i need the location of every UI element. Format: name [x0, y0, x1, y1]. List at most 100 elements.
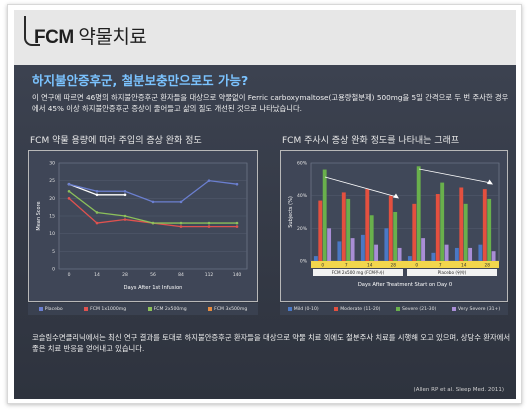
line-legend-item: FCM 2x500mg — [147, 307, 187, 312]
bar — [421, 238, 426, 261]
bar-x-tick-label: 0 — [321, 262, 324, 268]
line-point — [179, 221, 183, 225]
bar-chart-panel: 0% 20% 40% 60% 0 7 14 28 0 7 14 28 FCM 2x500 mg (FCM… — [280, 150, 508, 302]
bar — [478, 244, 483, 261]
citation: (Allen RP et al. Sleep Med. 2011) — [413, 387, 504, 393]
bar-y-tick-label: 40% — [297, 193, 308, 199]
line-x-tick-label: 14 — [94, 272, 100, 278]
bar-x-tick-label: 7 — [439, 262, 442, 268]
bar — [412, 203, 417, 261]
line-y-axis-label: Mean Score — [36, 201, 42, 230]
slide: FCM 약물치료 하지불안증후군, 철분보충만으로도 가능? 이 연구에 따르면… — [14, 10, 516, 399]
bar — [463, 203, 468, 261]
bar — [313, 256, 318, 261]
line-y-tick-label: 10 — [49, 231, 55, 237]
bar — [491, 251, 496, 261]
line-point — [207, 179, 211, 182]
line-point — [67, 182, 71, 186]
intro-paragraph: 이 연구에 따르면 46명의 하지불안증후군 환자들을 대상으로 약물없이 Fe… — [32, 93, 509, 113]
bar-group-strip — [407, 269, 497, 276]
bar-legend-label: Severe (21-30) — [402, 306, 437, 312]
line-legend-label: FCM 3x500mg — [214, 306, 248, 312]
line-chart-title: FCM 약물 용량에 따라 주입의 증상 완화 정도 — [30, 136, 202, 146]
line-y-tick-label: 25 — [49, 178, 55, 184]
title-rest: 약물치료 — [73, 27, 147, 48]
bar — [365, 189, 370, 261]
bar-x-tick-label: 28 — [391, 262, 397, 268]
headline: 하지불안증후군, 철분보충만으로도 가능? — [32, 73, 249, 88]
line-legend-label: Placebo — [44, 306, 63, 312]
bar — [374, 244, 379, 261]
bar — [435, 194, 440, 261]
line-legend-item: FCM 1x1000mg — [84, 307, 126, 312]
line-point — [207, 221, 211, 225]
line-x-tick-label: 56 — [150, 272, 156, 278]
line-point — [151, 200, 155, 204]
line-legend-item: FCM 3x500mg — [208, 307, 247, 312]
bar-x-tick-label: 14 — [367, 262, 373, 268]
bar-y-tick-label: 0% — [300, 259, 308, 265]
bar — [322, 169, 327, 261]
bar — [393, 212, 398, 261]
line-x-tick-label: 84 — [178, 272, 184, 278]
bar — [318, 200, 323, 261]
line-point — [123, 189, 127, 193]
bar — [444, 244, 449, 261]
bar-chart-legend: Mild (0-10) Moderate (11-20) Severe (21-30… — [280, 303, 508, 315]
bar — [384, 228, 389, 261]
bar-x-axis-label: Days After Treatment Start on Day 0 — [358, 282, 452, 288]
bar — [388, 195, 393, 261]
line-point — [207, 225, 211, 228]
bar — [346, 198, 351, 261]
bar-legend-item: Very Severe (31+) — [451, 306, 501, 312]
line-point — [235, 221, 239, 225]
bar-legend-swatch — [396, 307, 401, 311]
line-x-tick-label: 0 — [68, 272, 71, 278]
bar — [454, 247, 459, 261]
line-point — [179, 225, 183, 228]
bar-legend-swatch — [451, 307, 456, 311]
line-chart-legend: Placebo FCM 1x1000mg FCM 2x500mg FCM 3x500m… — [28, 303, 258, 315]
line-point — [95, 189, 99, 193]
line-y-tick-label: 20 — [49, 196, 55, 202]
bar — [350, 238, 355, 261]
bar — [440, 182, 445, 261]
line-point — [123, 214, 127, 218]
line-point — [179, 200, 183, 204]
line-x-tick-label: 28 — [122, 272, 128, 278]
line-legend-swatch — [208, 307, 213, 311]
line-y-tick-label: 5 — [52, 249, 55, 255]
line-x-tick-label: 140 — [233, 272, 242, 278]
bar-x-tick-label: 28 — [485, 262, 491, 268]
bar-y-tick-label: 60% — [297, 161, 308, 167]
bar-legend-item: Mild (0-10) — [287, 307, 319, 312]
trend-arrowhead-left — [393, 193, 399, 199]
bar-y-tick-label: 20% — [297, 226, 308, 232]
line-point — [67, 189, 71, 193]
line-point — [95, 193, 99, 197]
line-point — [123, 193, 127, 197]
line-chart: 0 5 10 15 20 25 30 0 14 28 56 84 112 140 Days After 1s… — [29, 151, 257, 301]
bar-legend-label: Very Severe (31+) — [457, 306, 501, 312]
bar — [360, 234, 365, 261]
bar — [407, 256, 412, 261]
bar-chart-title: FCM 주사시 증상 완화 정도를 나타내는 그래프 — [282, 136, 460, 146]
bar — [369, 215, 374, 261]
line-x-axis-label: Days After 1st Infusion — [124, 285, 183, 291]
bar-group-label: FCM 2x500 mg (FCM주사) — [332, 269, 385, 276]
bar-y-axis-label: Subjects (%) — [288, 196, 294, 228]
bar — [459, 187, 464, 261]
line-point — [95, 211, 99, 214]
bar-legend-item: Severe (21-30) — [396, 307, 436, 312]
line-legend-swatch — [147, 307, 152, 311]
bar-chart: 0% 20% 40% 60% 0 7 14 28 0 7 14 28 FCM 2x500 mg (FCM… — [281, 151, 507, 301]
line-legend-swatch — [38, 307, 43, 311]
line-legend-item: Placebo — [38, 306, 63, 312]
bar-legend-swatch — [334, 307, 339, 311]
line-y-tick-label: 0 — [52, 267, 55, 273]
line-legend-label: FCM 1x1000mg — [90, 306, 127, 312]
bar-group-strip — [313, 269, 403, 276]
footer-paragraph: 코슬림수면클리닉에서는 최신 연구 결과를 토대로 하지불안증후군 환자들을 대… — [32, 333, 511, 353]
slide-frame: FCM 약물치료 하지불안증후군, 철분보충만으로도 가능? 이 연구에 따르면… — [7, 4, 522, 404]
bar — [397, 247, 402, 261]
